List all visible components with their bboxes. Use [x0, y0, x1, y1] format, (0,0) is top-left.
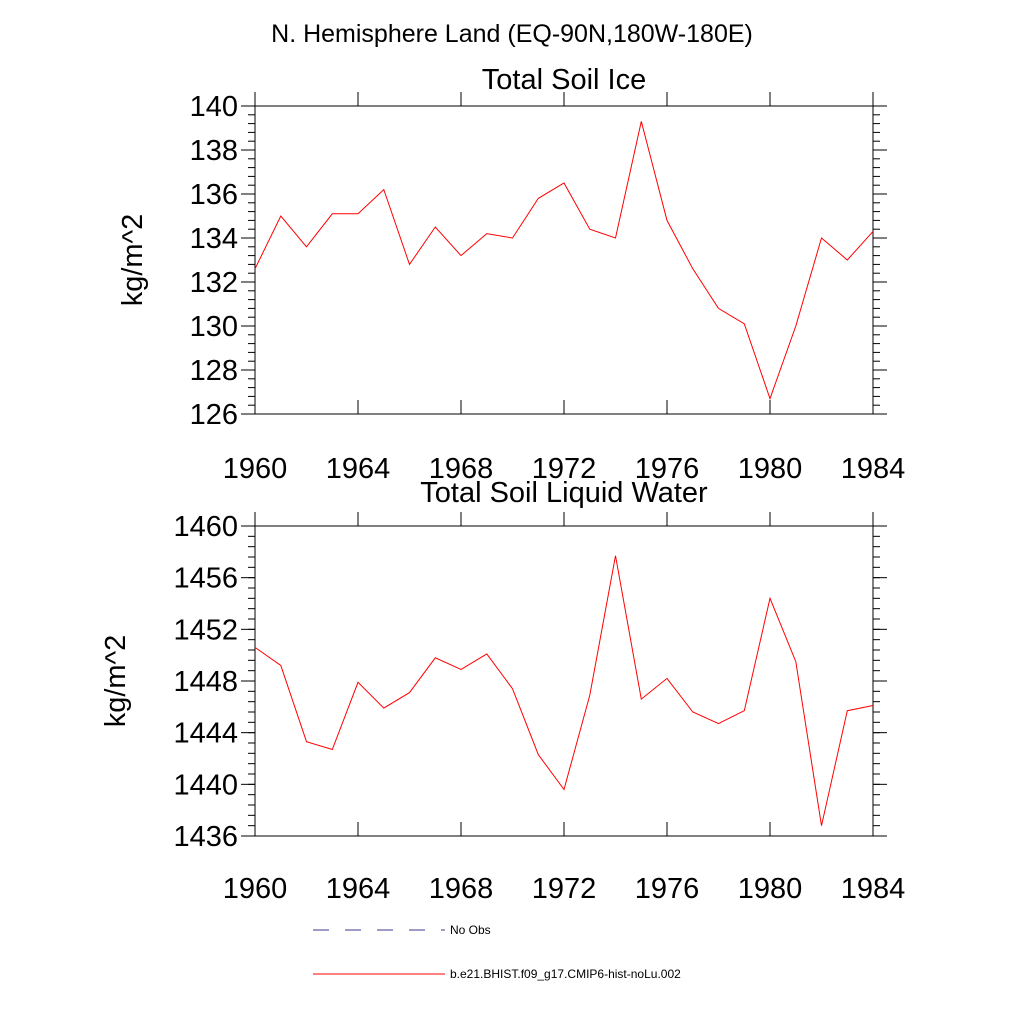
y-tick-label: 126 — [190, 399, 238, 431]
chart-panel-soil-liquid-water: Total Soil Liquid Water kg/m^2 1960 1964 1… — [100, 477, 905, 905]
x-tick-label: 1960 — [223, 873, 288, 905]
y-tick-label: 136 — [190, 179, 238, 211]
legend: No Obs b.e21.BHIST.f09_g17.CMIP6-hist-no… — [313, 923, 681, 981]
x-tick-label: 1964 — [326, 453, 391, 485]
panel-title-soil-ice: Total Soil Ice — [482, 64, 646, 96]
y-tick-label: 1460 — [173, 511, 238, 543]
x-tick-label: 1964 — [326, 873, 391, 905]
x-tick-label: 1976 — [635, 873, 700, 905]
y-tick-label: 1436 — [173, 821, 238, 853]
y-tick-label: 1452 — [173, 614, 238, 646]
x-tick-label: 1960 — [223, 453, 288, 485]
y-tick-label: 1440 — [173, 769, 238, 801]
series-line-soil-ice — [254, 121, 874, 401]
series-line-soil-liquid-water — [254, 555, 874, 826]
legend-label-no-obs: No Obs — [450, 923, 491, 937]
y-tick-label: 128 — [190, 355, 238, 387]
y-tick-label: 1444 — [173, 718, 238, 750]
x-tick-label: 1976 — [635, 453, 700, 485]
panel-title-soil-liquid-water: Total Soil Liquid Water — [420, 477, 708, 509]
y-tick-label: 140 — [190, 91, 238, 123]
x-tick-label: 1968 — [429, 453, 494, 485]
x-tick-label: 1980 — [738, 453, 803, 485]
x-tick-label: 1980 — [738, 873, 803, 905]
x-tick-label: 1968 — [429, 873, 494, 905]
y-axis-label-soil-liquid-water: kg/m^2 — [100, 635, 132, 728]
y-tick-label: 130 — [190, 311, 238, 343]
x-tick-label: 1984 — [841, 453, 906, 485]
axes-soil-liquid-water: 1960 1964 1968 1972 1976 1980 1984 1436 1440 1444… — [173, 511, 905, 905]
y-tick-label: 138 — [190, 135, 238, 167]
x-tick-label: 1972 — [532, 873, 597, 905]
plot-frame-soil-ice — [254, 105, 874, 415]
figure-title: N. Hemisphere Land (EQ-90N,180W-180E) — [271, 20, 753, 48]
y-tick-label: 1456 — [173, 563, 238, 595]
x-tick-label: 1972 — [532, 453, 597, 485]
y-tick-label: 134 — [190, 223, 238, 255]
y-tick-label: 132 — [190, 267, 238, 299]
legend-label-model: b.e21.BHIST.f09_g17.CMIP6-hist-noLu.002 — [450, 967, 681, 981]
y-axis-label-soil-ice: kg/m^2 — [117, 214, 149, 307]
x-tick-label: 1984 — [841, 873, 906, 905]
chart-panel-soil-ice: Total Soil Ice kg/m^2 1960 1964 1968 1972 19… — [117, 64, 905, 485]
axes-soil-ice: 1960 1964 1968 1972 1976 1980 1984 126 128 130 132… — [190, 91, 906, 485]
y-tick-label: 1448 — [173, 666, 238, 698]
